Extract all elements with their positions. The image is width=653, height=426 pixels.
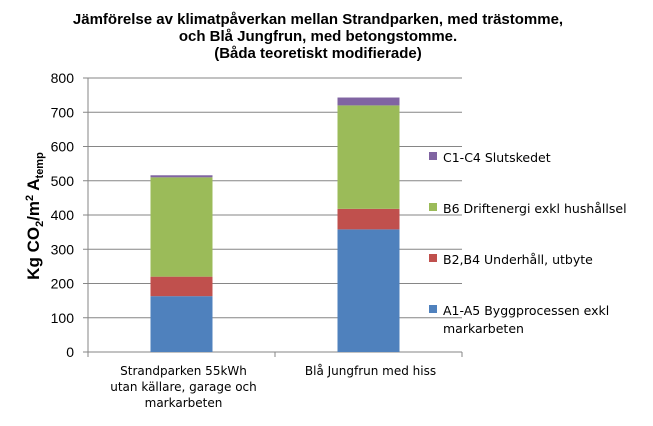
category-label: Strandparken 55kWh <box>120 364 247 378</box>
legend: C1-C4 Slutskedet B6 Driftenergi exkl hush… <box>429 150 627 336</box>
bar-segment <box>150 177 213 277</box>
gridlines <box>88 77 462 319</box>
category-labels: Strandparken 55kWh utan källare, garage o… <box>110 364 436 410</box>
y-tick-label: 800 <box>51 70 75 86</box>
chart-title: Jämförelse av klimatpåverkan mellan Stra… <box>73 11 563 62</box>
y-tick-label: 500 <box>51 173 75 189</box>
y-tick-label: 600 <box>51 139 75 155</box>
bar-segment <box>337 208 400 230</box>
legend-swatch <box>429 305 437 313</box>
bar-segment <box>150 276 213 297</box>
category-label: utan källare, garage och <box>110 380 257 394</box>
legend-swatch <box>429 254 437 262</box>
y-tick-label: 400 <box>51 207 75 223</box>
bar-segment <box>337 97 400 106</box>
y-tick-label: 100 <box>51 310 75 326</box>
y-tick-label: 300 <box>51 241 75 257</box>
chart-title-line: och Blå Jungfrun, med betongstomme. <box>179 28 457 45</box>
legend-label: markarbeten <box>443 321 524 336</box>
chart-title-line: Jämförelse av klimatpåverkan mellan Stra… <box>73 11 563 28</box>
category-label: Blå Jungfrun med hiss <box>305 364 436 378</box>
legend-swatch <box>429 203 437 211</box>
y-tick-label: 0 <box>66 344 74 360</box>
legend-label: B6 Driftenergi exkl hushållsel <box>443 201 627 216</box>
y-tick-label: 200 <box>51 276 75 292</box>
legend-swatch <box>429 152 437 160</box>
bar-segment <box>337 229 400 352</box>
bars <box>150 97 400 352</box>
legend-label: A1-A5 Byggprocessen exkl <box>443 303 609 318</box>
y-tick-labels: 0 100 200 300 400 500 600 700 800 <box>51 70 75 360</box>
bar-segment <box>337 105 400 209</box>
y-tick-label: 700 <box>51 104 75 120</box>
axes <box>83 77 463 357</box>
category-label: markarbeten <box>145 396 223 410</box>
legend-label: B2,B4 Underhåll, utbyte <box>443 252 593 267</box>
legend-label: C1-C4 Slutskedet <box>443 150 551 165</box>
bar-segment <box>150 175 213 178</box>
y-axis-label: Kg CO2/m2 Atemp <box>24 152 46 280</box>
bar-segment <box>150 296 213 352</box>
chart-title-line: (Båda teoretiskt modifierade) <box>214 45 422 62</box>
